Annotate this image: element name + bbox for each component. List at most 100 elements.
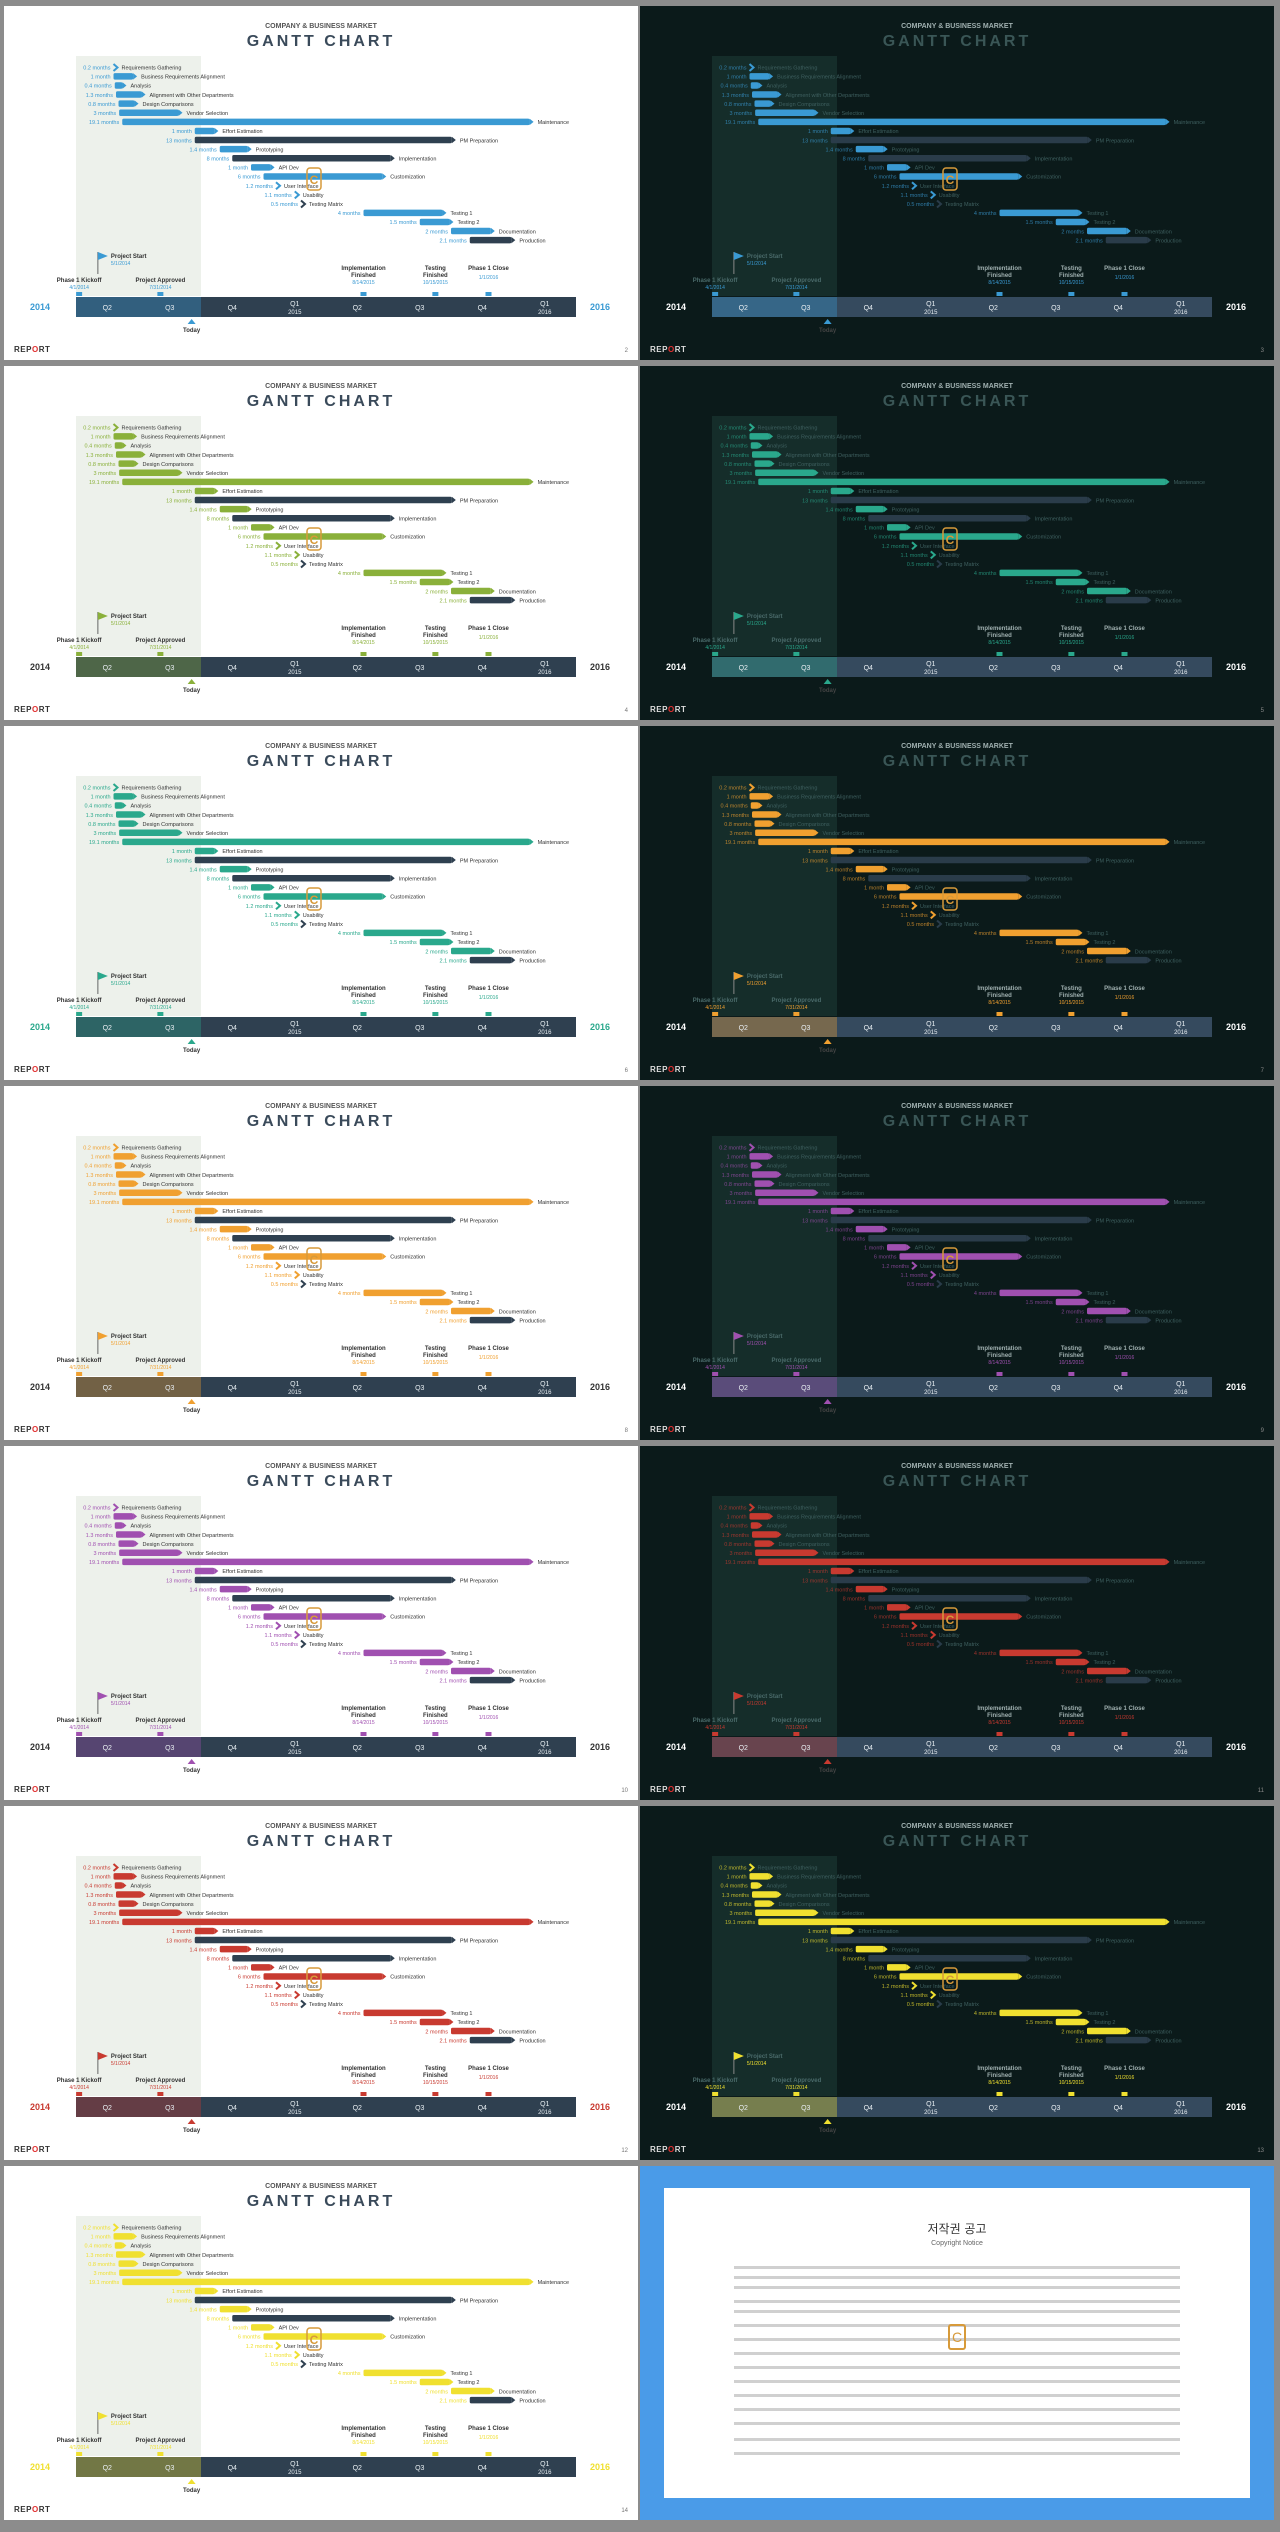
- task-bar[interactable]: [251, 1604, 271, 1611]
- task-bar[interactable]: [118, 1540, 135, 1547]
- task-bar[interactable]: [752, 91, 778, 98]
- task-bar[interactable]: [469, 956, 512, 964]
- task-bar[interactable]: [114, 1162, 123, 1169]
- task-bar[interactable]: [363, 569, 443, 577]
- task-bar[interactable]: [830, 1936, 1088, 1944]
- task-bar[interactable]: [194, 1216, 452, 1224]
- task-bar[interactable]: [755, 469, 815, 477]
- task-bar[interactable]: [758, 478, 1166, 486]
- task-bar[interactable]: [122, 1198, 530, 1206]
- task-bar[interactable]: [122, 478, 530, 486]
- task-bar[interactable]: [469, 2396, 512, 2404]
- task-bar[interactable]: [219, 1585, 248, 1593]
- gantt-slide[interactable]: COMPANY & BUSINESS MARKET GANTT CHART 0.2 …: [640, 726, 1274, 1080]
- task-bar[interactable]: [194, 127, 215, 135]
- task-bar[interactable]: [754, 1180, 771, 1187]
- task-bar[interactable]: [194, 1936, 452, 1944]
- task-bar[interactable]: [752, 451, 778, 458]
- task-bar[interactable]: [750, 802, 759, 809]
- task-bar[interactable]: [122, 1558, 530, 1566]
- task-bar[interactable]: [363, 209, 443, 217]
- task-bar[interactable]: [855, 145, 884, 153]
- task-bar[interactable]: [116, 811, 142, 818]
- task-bar[interactable]: [899, 893, 1019, 900]
- task-bar[interactable]: [116, 1891, 142, 1898]
- task-bar[interactable]: [887, 1604, 907, 1611]
- task-bar[interactable]: [451, 947, 491, 955]
- task-bar[interactable]: [219, 2305, 248, 2313]
- task-bar[interactable]: [251, 164, 271, 171]
- task-bar[interactable]: [830, 496, 1088, 504]
- task-bar[interactable]: [419, 218, 450, 226]
- task-bar[interactable]: [114, 1522, 123, 1529]
- task-bar[interactable]: [451, 2027, 491, 2035]
- task-bar[interactable]: [887, 1964, 907, 1971]
- task-bar[interactable]: [116, 451, 142, 458]
- task-bar[interactable]: [194, 496, 452, 504]
- task-bar[interactable]: [194, 1567, 215, 1575]
- task-bar[interactable]: [113, 2233, 134, 2240]
- task-bar[interactable]: [1087, 947, 1127, 955]
- task-bar[interactable]: [899, 1253, 1019, 1260]
- task-bar[interactable]: [758, 1198, 1166, 1206]
- task-bar[interactable]: [263, 1253, 383, 1260]
- task-bar[interactable]: [749, 73, 770, 80]
- task-bar[interactable]: [363, 2009, 443, 2017]
- task-bar[interactable]: [1105, 1316, 1148, 1324]
- task-bar[interactable]: [1105, 956, 1148, 964]
- task-bar[interactable]: [118, 1900, 135, 1907]
- task-bar[interactable]: [194, 1927, 215, 1935]
- task-bar[interactable]: [1055, 1658, 1086, 1666]
- task-bar[interactable]: [116, 1171, 142, 1178]
- task-bar[interactable]: [194, 2296, 452, 2304]
- task-bar[interactable]: [1087, 1667, 1127, 1675]
- task-bar[interactable]: [116, 1531, 142, 1538]
- task-bar[interactable]: [114, 802, 123, 809]
- task-bar[interactable]: [419, 578, 450, 586]
- task-bar[interactable]: [1087, 587, 1127, 595]
- task-bar[interactable]: [855, 505, 884, 513]
- task-bar[interactable]: [855, 1585, 884, 1593]
- gantt-slide[interactable]: COMPANY & BUSINESS MARKET GANTT CHART 0.2 …: [4, 726, 638, 1080]
- task-bar[interactable]: [755, 109, 815, 117]
- task-bar[interactable]: [113, 73, 134, 80]
- task-bar[interactable]: [114, 82, 123, 89]
- task-bar[interactable]: [887, 164, 907, 171]
- task-bar[interactable]: [113, 1873, 134, 1880]
- task-bar[interactable]: [855, 1225, 884, 1233]
- task-bar[interactable]: [219, 1945, 248, 1953]
- task-bar[interactable]: [1105, 2036, 1148, 2044]
- task-bar[interactable]: [194, 1576, 452, 1584]
- task-bar[interactable]: [114, 2242, 123, 2249]
- task-bar[interactable]: [749, 433, 770, 440]
- task-bar[interactable]: [419, 938, 450, 946]
- task-bar[interactable]: [830, 847, 851, 855]
- task-bar[interactable]: [830, 487, 851, 495]
- task-bar[interactable]: [232, 515, 391, 522]
- task-bar[interactable]: [363, 1649, 443, 1657]
- task-bar[interactable]: [232, 155, 391, 162]
- task-bar[interactable]: [754, 820, 771, 827]
- task-bar[interactable]: [830, 1216, 1088, 1224]
- task-bar[interactable]: [263, 1973, 383, 1980]
- task-bar[interactable]: [999, 569, 1079, 577]
- task-bar[interactable]: [451, 587, 491, 595]
- task-bar[interactable]: [122, 1918, 530, 1926]
- task-bar[interactable]: [755, 1909, 815, 1917]
- gantt-slide[interactable]: COMPANY & BUSINESS MARKET GANTT CHART 0.2 …: [4, 1086, 638, 1440]
- task-bar[interactable]: [119, 469, 179, 477]
- task-bar[interactable]: [754, 1900, 771, 1907]
- task-bar[interactable]: [754, 460, 771, 467]
- task-bar[interactable]: [469, 1676, 512, 1684]
- task-bar[interactable]: [999, 929, 1079, 937]
- task-bar[interactable]: [263, 2333, 383, 2340]
- task-bar[interactable]: [419, 1298, 450, 1306]
- task-bar[interactable]: [754, 1540, 771, 1547]
- task-bar[interactable]: [868, 515, 1027, 522]
- task-bar[interactable]: [363, 1289, 443, 1297]
- task-bar[interactable]: [119, 1189, 179, 1197]
- task-bar[interactable]: [219, 145, 248, 153]
- task-bar[interactable]: [118, 100, 135, 107]
- task-bar[interactable]: [749, 1873, 770, 1880]
- task-bar[interactable]: [868, 155, 1027, 162]
